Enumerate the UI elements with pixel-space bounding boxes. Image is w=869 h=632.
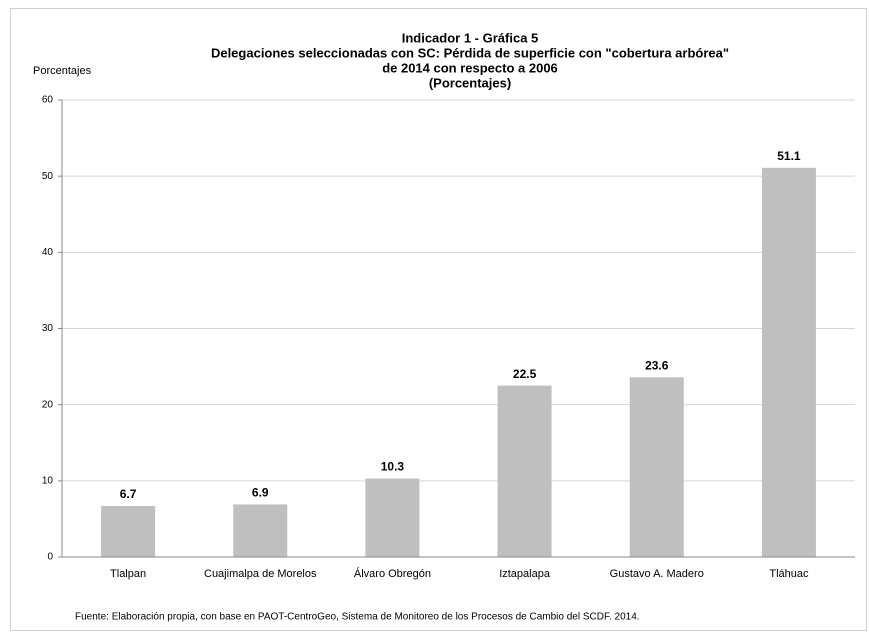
- y-tick-label: 10: [42, 475, 54, 486]
- bar: [233, 504, 288, 557]
- value-label: 10.3: [381, 460, 405, 474]
- bar: [101, 505, 156, 557]
- bar: [761, 167, 816, 557]
- value-label: 22.5: [513, 367, 537, 381]
- bar: [497, 385, 552, 557]
- y-tick-label: 30: [42, 323, 54, 334]
- chart-title: (Porcentajes): [429, 75, 511, 90]
- value-label: 6.9: [252, 486, 269, 500]
- y-tick-label: 50: [42, 171, 54, 182]
- bar: [365, 478, 420, 557]
- y-tick-label: 20: [42, 399, 54, 410]
- value-label: 6.7: [120, 487, 137, 501]
- y-tick-label: 40: [42, 247, 54, 258]
- x-tick-label: Tláhuac: [769, 568, 809, 580]
- x-tick-label: Gustavo A. Madero: [610, 568, 704, 580]
- y-axis-label: Porcentajes: [33, 65, 92, 77]
- x-tick-label: Tlalpan: [110, 568, 146, 580]
- chart-title: Indicador 1 - Gráfica 5: [402, 30, 539, 45]
- y-tick-label: 60: [42, 95, 54, 106]
- value-label: 51.1: [777, 149, 801, 163]
- value-label: 23.6: [645, 358, 669, 372]
- chart-title: Delegaciones seleccionadas con SC: Pérdi…: [211, 45, 729, 60]
- y-tick-label: 0: [47, 552, 53, 563]
- x-tick-label: Álvaro Obregón: [354, 567, 431, 580]
- chart-title: de 2014 con respecto a 2006: [382, 60, 558, 75]
- x-tick-label: Iztapalapa: [499, 568, 551, 580]
- source-note: Fuente: Elaboración propia, con base en …: [75, 612, 640, 623]
- bar: [629, 377, 684, 557]
- x-tick-label: Cuajimalpa de Morelos: [204, 568, 317, 580]
